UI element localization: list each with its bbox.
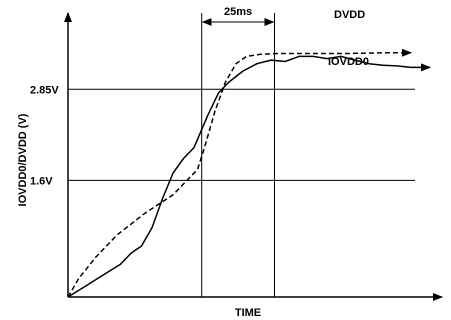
grid-lines (68, 88, 415, 181)
y-tick-label: 1.6V (30, 175, 53, 187)
annotation-layer: 25ms (201, 6, 275, 297)
annotation-label: 25ms (224, 6, 252, 18)
legend-label-dvdd: DVDD (334, 9, 365, 21)
x-axis-title: TIME (235, 307, 261, 319)
legend-layer: DVDD IOVDD0 (328, 9, 369, 68)
y-tick-label: 2.85V (30, 84, 59, 96)
legend-label-iovdd0: IOVDD0 (328, 56, 369, 68)
series-line-dvdd (67, 48, 412, 298)
series-layer (67, 48, 431, 298)
tick-labels: 1.6V 2.85V (30, 84, 59, 187)
series-line-iovdd0 (67, 55, 412, 298)
y-axis-title: IOVDD0/DVDD (V) (17, 113, 29, 206)
